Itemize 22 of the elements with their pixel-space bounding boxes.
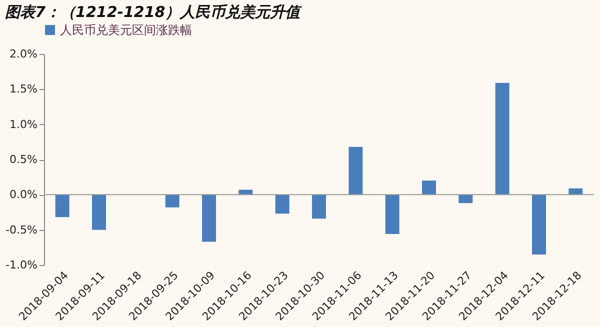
chart-title: 图表7：（1212-1218）人民币兑美元升值 (5, 3, 302, 21)
bar (422, 180, 436, 195)
y-tick-label: 0.5% (10, 153, 38, 166)
bar (202, 194, 216, 242)
bar (458, 194, 473, 204)
bar (532, 194, 546, 254)
bar (348, 146, 363, 195)
y-tick-label: -0.5% (6, 223, 38, 236)
bar (55, 194, 70, 218)
y-tick-label: 1.0% (10, 118, 38, 131)
y-tick-label: 0.0% (10, 188, 38, 202)
bar (238, 190, 253, 195)
bar (275, 194, 290, 214)
bar (165, 194, 180, 208)
bar (495, 82, 510, 195)
y-tick-label: -1.0% (6, 258, 38, 272)
bar (92, 194, 106, 230)
y-tick-label: 2.0% (10, 48, 38, 60)
bar (312, 194, 326, 219)
y-tick-label: 1.5% (10, 82, 38, 96)
bar (385, 194, 400, 234)
legend-label: 人民币兑美元区间涨跌幅 (60, 23, 192, 37)
